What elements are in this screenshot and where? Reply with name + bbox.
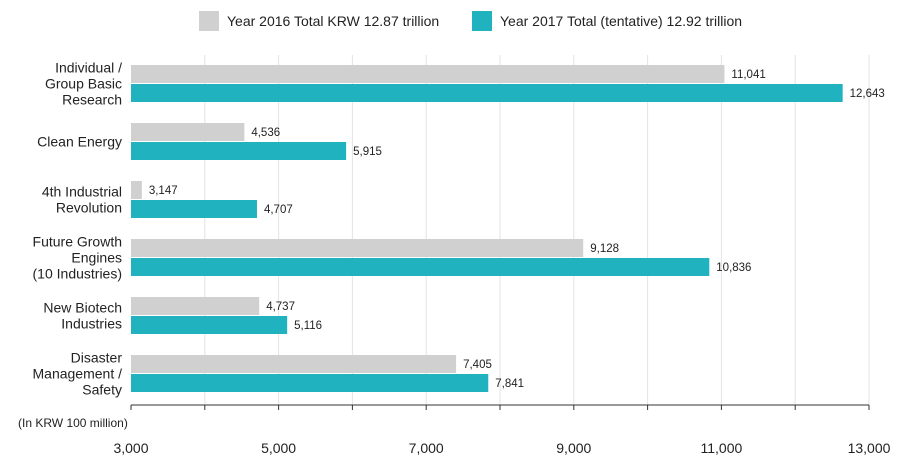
bar-2017	[131, 258, 710, 276]
category-label: Safety	[82, 382, 122, 398]
legend: Year 2016 Total KRW 12.87 trillion Year 2…	[199, 11, 742, 31]
x-tick-label: 7,000	[409, 440, 444, 456]
legend-swatch	[199, 11, 219, 31]
bar-2016	[131, 181, 142, 199]
data-label: 3,147	[149, 185, 178, 197]
category-label: Revolution	[56, 200, 122, 216]
bars	[131, 65, 843, 392]
grid	[204, 55, 870, 405]
data-label: 5,915	[353, 146, 382, 158]
x-tick-label: 3,000	[113, 440, 148, 456]
legend-swatch	[472, 11, 492, 31]
data-label: 9,128	[590, 243, 619, 255]
category-label: (10 Industries)	[33, 266, 122, 282]
data-label: 7,405	[463, 359, 492, 371]
unit-label: (In KRW 100 million)	[18, 416, 128, 430]
bar-2017	[131, 142, 347, 160]
data-label: 4,707	[264, 204, 293, 216]
category-label: Disaster	[71, 350, 123, 366]
bar-2016	[131, 297, 260, 315]
legend-label: Year 2017 Total (tentative) 12.92 trilli…	[500, 13, 742, 29]
data-label: 5,116	[294, 320, 322, 332]
category-label: Research	[62, 92, 122, 108]
data-label: 4,737	[266, 301, 295, 313]
category-label: Management /	[33, 366, 123, 382]
x-tick-label: 5,000	[261, 440, 296, 456]
category-label: Engines	[71, 250, 122, 266]
x-tick-label: 11,000	[701, 440, 743, 456]
x-axis-ticks: 3,000 5,000 7,000 9,000 11,000 13,000	[113, 405, 891, 456]
x-tick-label: 13,000	[848, 440, 891, 456]
bar-2017	[131, 84, 843, 102]
labels: 11,041 12,643 Individual /Group BasicResea…	[33, 60, 885, 398]
bar-2017	[131, 374, 489, 392]
category-label: Group Basic	[45, 76, 122, 92]
category-label: 4th Industrial	[42, 184, 122, 200]
bar-2017	[131, 316, 288, 334]
legend-label: Year 2016 Total KRW 12.87 trillion	[227, 13, 439, 29]
bar-2016	[131, 239, 584, 257]
category-label: Future Growth	[33, 234, 122, 250]
bar-2016	[131, 355, 457, 373]
bar-2016	[131, 65, 725, 83]
category-label: Clean Energy	[37, 134, 122, 150]
data-label: 11,041	[731, 69, 765, 81]
x-tick-label: 9,000	[556, 440, 591, 456]
bar-2017	[131, 200, 257, 218]
data-label: 4,536	[251, 127, 280, 139]
data-label: 12,643	[850, 88, 885, 100]
category-label: Industries	[61, 316, 122, 332]
data-label: 10,836	[716, 262, 751, 274]
bar-2016	[131, 123, 245, 141]
category-label: Individual /	[55, 60, 122, 76]
data-label: 7,841	[495, 378, 524, 390]
category-label: New Biotech	[43, 300, 122, 316]
